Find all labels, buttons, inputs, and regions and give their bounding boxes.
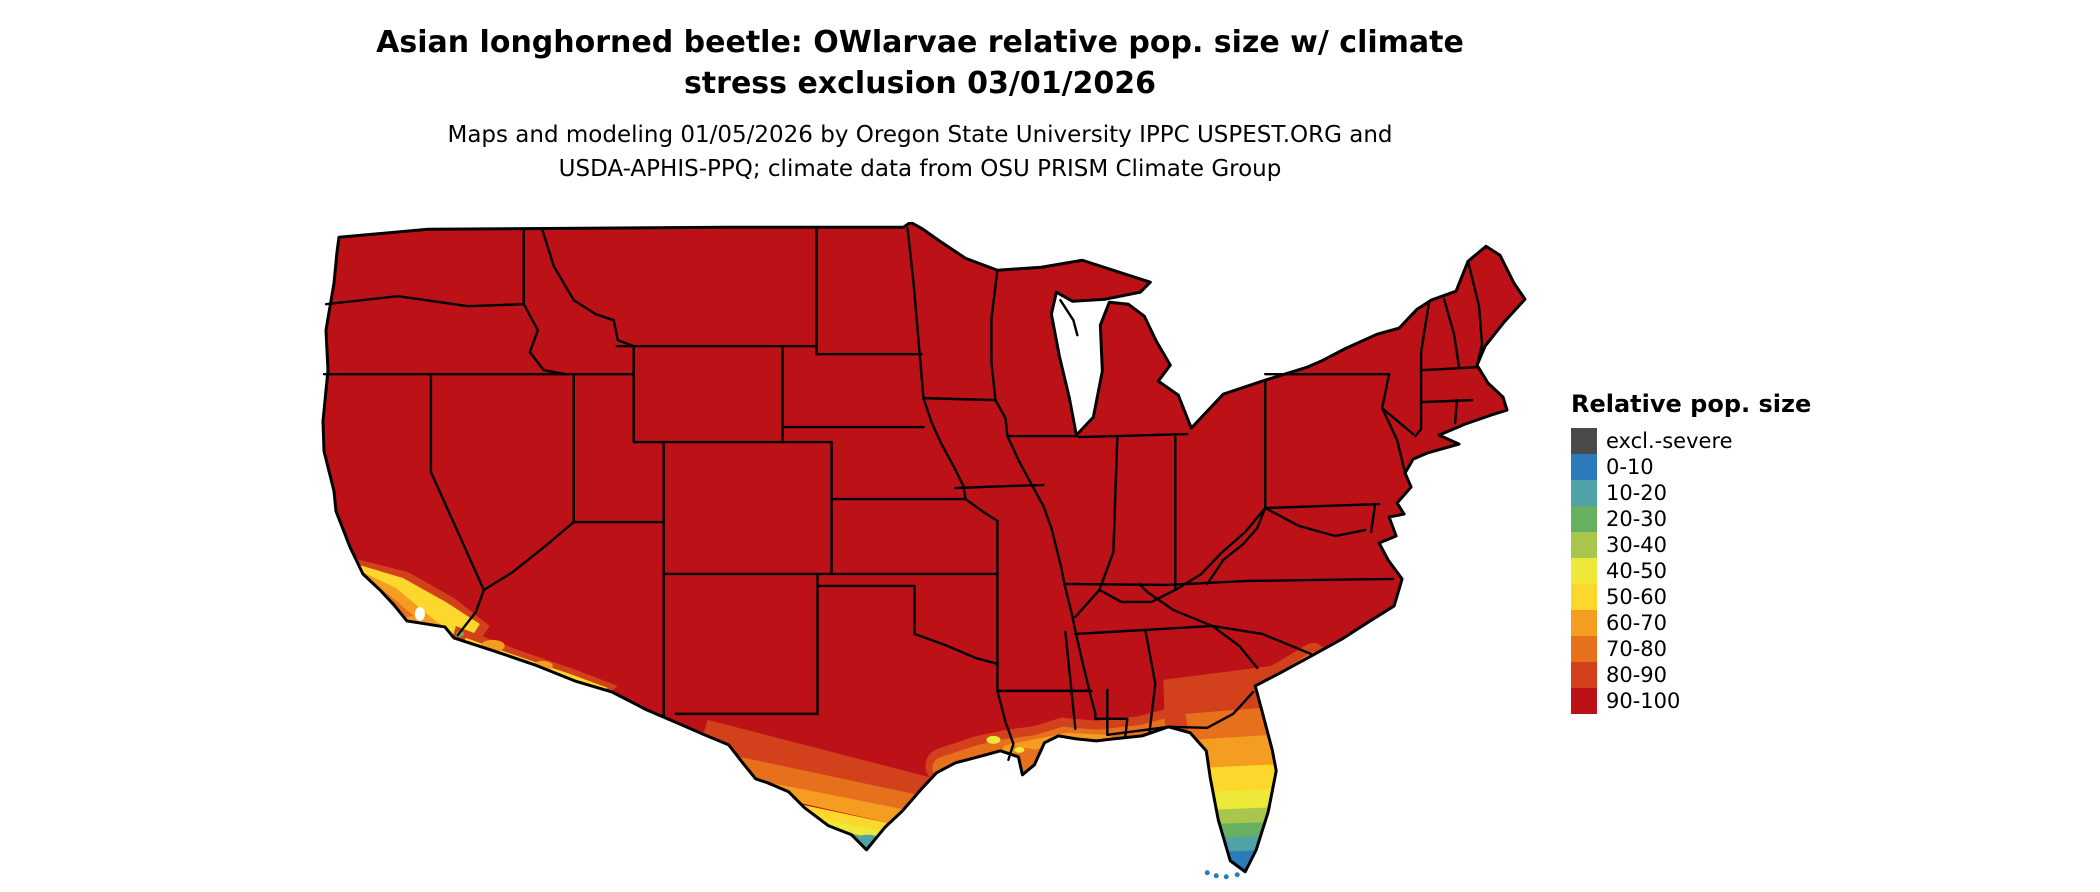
legend-item: 30-40 (1571, 532, 1811, 558)
legend-item-label: 40-50 (1606, 559, 1668, 583)
legend-swatch (1571, 688, 1597, 714)
salton-sea (414, 606, 425, 621)
legend-item: 0-10 (1571, 454, 1811, 480)
legend-swatch (1571, 454, 1597, 480)
florida-keys (1204, 870, 1240, 880)
legend-swatch (1571, 558, 1597, 584)
legend-item-label: excl.-severe (1606, 429, 1733, 453)
legend-swatch (1571, 662, 1597, 688)
us-map-svg (321, 220, 1527, 880)
legend-item: 50-60 (1571, 584, 1811, 610)
title-line-2: stress exclusion 03/01/2026 (683, 66, 1157, 101)
legend-item-label: 50-60 (1606, 585, 1668, 609)
legend-swatch (1571, 610, 1597, 636)
legend-item: 60-70 (1571, 610, 1811, 636)
legend-item: 10-20 (1571, 480, 1811, 506)
legend-swatch (1571, 506, 1597, 532)
legend-item-label: 70-80 (1606, 637, 1668, 661)
page-title: Asian longhorned beetle: OWlarvae relati… (0, 22, 1840, 104)
legend-item-label: 80-90 (1606, 663, 1668, 687)
legend-swatch (1571, 428, 1597, 454)
legend-item-label: 10-20 (1606, 481, 1668, 505)
florida-gradient (1163, 663, 1288, 872)
legend-items: excl.-severe 0-10 10-20 20-30 30-40 40-5… (1571, 428, 1811, 714)
us-choropleth-map (308, 220, 1527, 882)
legend-item-label: 0-10 (1606, 455, 1654, 479)
state-borders (322, 227, 1484, 762)
title-line-1: Asian longhorned beetle: OWlarvae relati… (376, 25, 1464, 60)
legend-swatch (1571, 584, 1597, 610)
legend-title: Relative pop. size (1571, 390, 1812, 418)
legend-item: excl.-severe (1571, 428, 1811, 454)
legend: Relative pop. size excl.-severe 0-10 10-… (1571, 390, 1811, 714)
legend-item-label: 20-30 (1606, 507, 1668, 531)
page-subtitle: Maps and modeling 01/05/2026 by Oregon S… (0, 118, 1840, 186)
us-outline (321, 220, 1527, 874)
legend-swatch (1571, 480, 1597, 506)
legend-item-label: 30-40 (1606, 533, 1668, 557)
subtitle-line-1: Maps and modeling 01/05/2026 by Oregon S… (447, 122, 1393, 148)
legend-item: 20-30 (1571, 506, 1811, 532)
legend-item: 70-80 (1571, 636, 1811, 662)
subtitle-line-2: USDA-APHIS-PPQ; climate data from OSU PR… (558, 156, 1282, 182)
legend-swatch (1571, 532, 1597, 558)
legend-item: 80-90 (1571, 662, 1811, 688)
legend-item: 40-50 (1571, 558, 1811, 584)
legend-swatch (1571, 636, 1597, 662)
legend-item-label: 90-100 (1606, 689, 1681, 713)
legend-item: 90-100 (1571, 688, 1811, 714)
legend-item-label: 60-70 (1606, 611, 1668, 635)
